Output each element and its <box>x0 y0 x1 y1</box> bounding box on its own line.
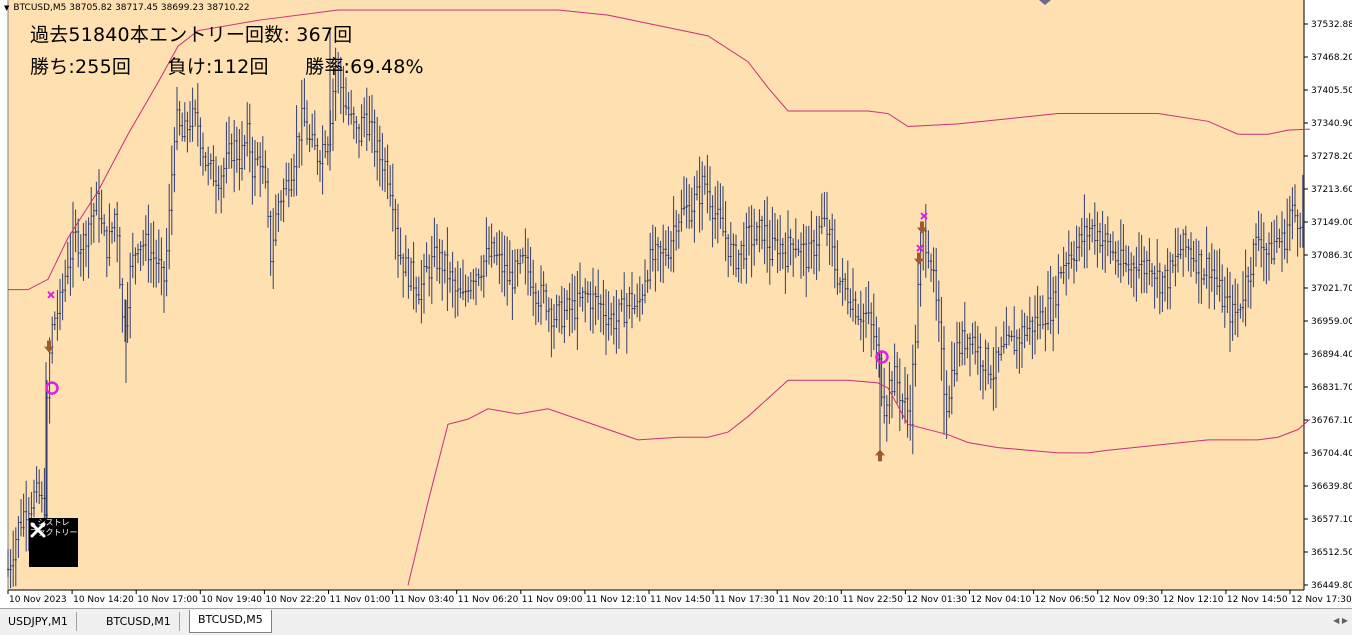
price-axis-label: 36449.80 <box>1311 581 1352 591</box>
plot-bg <box>8 0 1304 590</box>
collapse-triangle-icon[interactable]: ▼ <box>4 4 10 12</box>
time-axis-label: 12 Nov 12:10 <box>1163 595 1224 605</box>
tab-btcusd-m1[interactable]: BTCUSD,M1 <box>98 612 180 631</box>
sell-arrow-icon <box>44 340 54 353</box>
buy-arrow-icon <box>875 449 885 462</box>
upper-band-line <box>8 9 1311 291</box>
chart-plot-area[interactable]: 37532.88 37468.20 37405.50 37340.90 37278.20… <box>0 0 1352 608</box>
price-axis-label: 37468.20 <box>1311 53 1352 63</box>
price-axis-label: 37532.88 <box>1311 20 1352 30</box>
price-axis-label: 37340.90 <box>1311 119 1352 129</box>
symbol-header: ▼ BTCUSD,M5 38705.82 38717.45 38699.23 38… <box>4 3 250 13</box>
time-axis-label: 11 Nov 22:50 <box>842 595 903 605</box>
price-axis-label: 37405.50 <box>1311 86 1352 96</box>
entry-count-text: 過去51840本エントリー回数: 367回 <box>30 24 353 46</box>
time-axis-label: 12 Nov 09:30 <box>1099 595 1160 605</box>
price-axis-label: 36959.00 <box>1311 317 1352 327</box>
symbol-info: BTCUSD,M5 38705.82 38717.45 38699.23 387… <box>13 3 250 13</box>
time-axis-label: 12 Nov 17:30 <box>1291 595 1352 605</box>
price-axis-label: 37149.00 <box>1311 218 1352 228</box>
tab-label: USDJPY,M1 <box>8 615 68 628</box>
time-axis-label: 12 Nov 04:10 <box>971 595 1032 605</box>
tab-label: BTCUSD,M1 <box>106 615 171 628</box>
price-axis-label: 36577.10 <box>1311 515 1352 525</box>
logo-line-2: ファクトリー <box>29 528 78 537</box>
price-axis-label: 36512.50 <box>1311 548 1352 558</box>
price-axis-label: 36767.10 <box>1311 416 1352 426</box>
tools-icon <box>30 522 46 538</box>
time-axis-label: 11 Nov 06:20 <box>458 595 519 605</box>
systre-factory-logo: シストレ ファクトリー <box>29 518 78 567</box>
time-axis-label: 11 Nov 14:50 <box>650 595 711 605</box>
time-axis-label: 10 Nov 19:40 <box>201 595 262 605</box>
price-axis-label: 36831.70 <box>1311 383 1352 393</box>
logo-line-1: シストレ <box>37 518 70 527</box>
time-axis-label: 11 Nov 09:00 <box>522 595 583 605</box>
entry-count-line: 過去51840本エントリー回数: 367回 <box>30 20 352 47</box>
price-axis-label: 36704.40 <box>1311 449 1352 459</box>
time-axis-label: 11 Nov 03:40 <box>394 595 455 605</box>
price-axis-label: 37021.70 <box>1311 284 1352 294</box>
chart-tab-bar: USDJPY,M1 BTCUSD,M1 BTCUSD,M5 ◀ ▶ <box>0 608 1352 635</box>
time-axis-label: 11 Nov 17:30 <box>714 595 775 605</box>
time-axis-label: 10 Nov 17:00 <box>137 595 198 605</box>
exit-cross-marker <box>916 244 924 252</box>
time-axis-label: 10 Nov 2023 <box>9 595 67 605</box>
time-axis-label: 10 Nov 14:20 <box>73 595 134 605</box>
sell-arrow-icon <box>917 221 927 234</box>
price-axis-label: 37278.20 <box>1311 152 1352 162</box>
time-axis-label: 11 Nov 01:00 <box>330 595 391 605</box>
time-axis-label: 12 Nov 14:50 <box>1227 595 1288 605</box>
price-axis-label: 37213.60 <box>1311 185 1352 195</box>
losses-text: 負け:112回 <box>167 56 269 78</box>
exit-cross-marker <box>47 291 55 299</box>
exit-cross-marker <box>920 212 928 220</box>
tab-btcusd-m5[interactable]: BTCUSD,M5 <box>189 610 272 633</box>
price-axis-label: 36639.80 <box>1311 482 1352 492</box>
time-axis-label: 12 Nov 06:50 <box>1035 595 1096 605</box>
price-axis-label: 37086.30 <box>1311 251 1352 261</box>
time-axis-label: 11 Nov 12:10 <box>586 595 647 605</box>
tab-scroll-arrows[interactable]: ◀ ▶ <box>1333 616 1348 625</box>
tab-usdjpy-m1[interactable]: USDJPY,M1 <box>0 612 77 631</box>
time-axis-label: 11 Nov 20:10 <box>778 595 839 605</box>
wins-text: 勝ち:255回 <box>30 56 132 78</box>
time-axis-label: 12 Nov 01:30 <box>906 595 967 605</box>
chart-shift-marker <box>1039 0 1051 5</box>
entry-circle-marker <box>875 350 889 364</box>
tab-label: BTCUSD,M5 <box>198 613 263 626</box>
price-axis-label: 36894.40 <box>1311 350 1352 360</box>
time-axis-label: 10 Nov 22:20 <box>265 595 326 605</box>
result-line: 勝ち:255回 負け:112回 勝率:69.48% <box>30 52 424 79</box>
winrate-text: 勝率:69.48% <box>305 56 424 78</box>
chart-svg[interactable]: 37532.88 37468.20 37405.50 37340.90 37278.20… <box>0 0 1352 608</box>
sell-arrow-icon <box>914 252 924 265</box>
lower-band-line <box>407 379 1311 586</box>
entry-circle-marker <box>45 381 59 395</box>
